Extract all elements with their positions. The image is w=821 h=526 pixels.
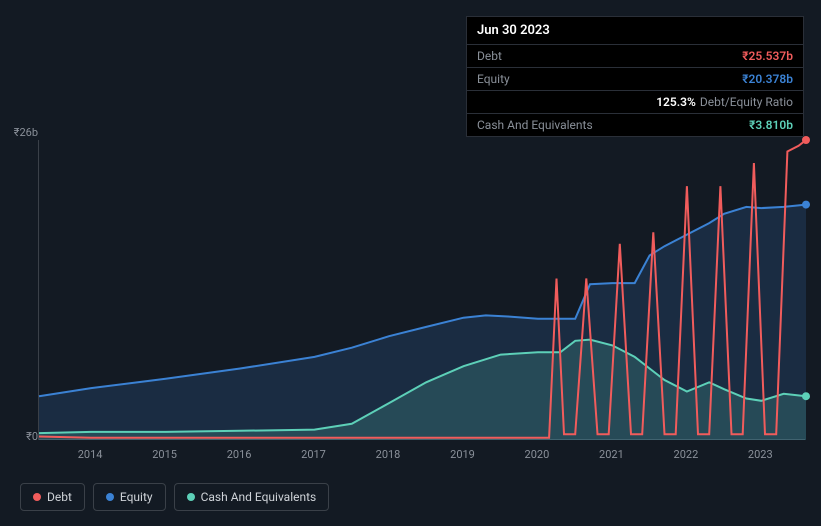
debt-equity-chart: ₹26b ₹0 20142015201620172018201920202021… xyxy=(20,120,805,460)
legend-item[interactable]: Debt xyxy=(20,483,85,511)
x-axis-label: 2023 xyxy=(748,448,773,461)
legend-dot xyxy=(33,493,41,501)
tooltip-row: Equity₹20.378b xyxy=(467,68,803,91)
tooltip-row-value: ₹20.378b xyxy=(742,72,793,86)
x-axis-label: 2022 xyxy=(674,448,699,461)
legend-dot xyxy=(187,493,195,501)
chart-tooltip: Jun 30 2023 Debt₹25.537bEquity₹20.378b12… xyxy=(466,16,804,137)
x-axis-label: 2018 xyxy=(376,448,401,461)
tooltip-ratio-value: 125.3% xyxy=(656,95,696,109)
x-axis-label: 2019 xyxy=(450,448,475,461)
legend-label: Cash And Equivalents xyxy=(201,490,317,504)
tooltip-row-value: ₹25.537b xyxy=(742,49,793,63)
legend-item[interactable]: Equity xyxy=(93,483,166,511)
legend-label: Equity xyxy=(120,490,153,504)
cash-end-dot xyxy=(802,392,810,400)
x-axis-label: 2017 xyxy=(301,448,326,461)
x-axis-label: 2014 xyxy=(78,448,103,461)
tooltip-row: Debt₹25.537b xyxy=(467,45,803,68)
tooltip-row-value: ₹3.810b xyxy=(749,118,793,132)
legend-item[interactable]: Cash And Equivalents xyxy=(174,483,330,511)
x-axis-label: 2020 xyxy=(525,448,550,461)
x-axis-label: 2021 xyxy=(599,448,624,461)
tooltip-ratio-label: Debt/Equity Ratio xyxy=(700,95,793,109)
tooltip-row: 125.3% Debt/Equity Ratio xyxy=(467,91,803,114)
legend-dot xyxy=(106,493,114,501)
tooltip-date: Jun 30 2023 xyxy=(467,17,803,45)
y-axis-bottom-label: ₹0 xyxy=(8,430,38,443)
tooltip-row-label: Equity xyxy=(477,72,742,86)
x-axis-label: 2015 xyxy=(152,448,177,461)
tooltip-row-label: Debt xyxy=(477,49,742,63)
chart-plot-area[interactable] xyxy=(38,140,805,440)
legend-label: Debt xyxy=(47,490,72,504)
y-axis-top-label: ₹26b xyxy=(8,126,38,139)
tooltip-row: Cash And Equivalents₹3.810b xyxy=(467,114,803,136)
equity-end-dot xyxy=(802,201,810,209)
x-axis-label: 2016 xyxy=(227,448,252,461)
debt-end-dot xyxy=(802,136,810,144)
tooltip-row-label xyxy=(477,95,656,109)
x-axis-labels: 2014 2015 2016 2017 2018 2019 2020 2021 2022 2023 xyxy=(38,448,805,468)
chart-legend: Debt Equity Cash And Equivalents xyxy=(20,483,329,511)
tooltip-row-label: Cash And Equivalents xyxy=(477,118,749,132)
